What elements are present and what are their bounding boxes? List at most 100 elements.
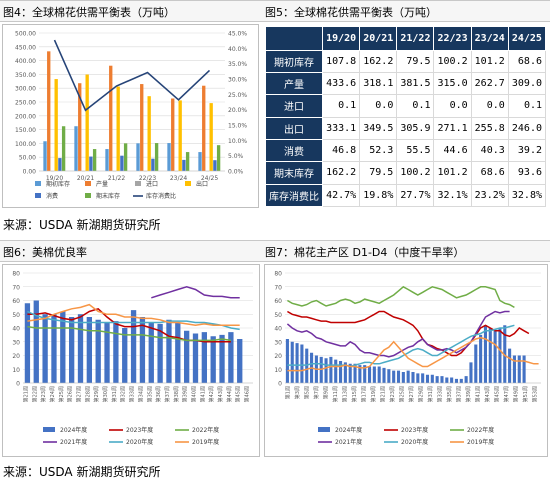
legend-label: 2023年度 bbox=[126, 426, 153, 434]
fig4-panel: 0.00 50.00 100.00 150.00 200.00 250.00 300.00 3… bbox=[2, 24, 259, 208]
caption-bar-top bbox=[0, 0, 550, 22]
y-tick-label: 350.00 bbox=[15, 72, 36, 79]
bar-产量 bbox=[47, 51, 51, 171]
y-tick-label: 450.00 bbox=[15, 44, 36, 51]
table-row: 期末库存 162.2 79.5 100.2 101.2 68.6 93.6 bbox=[264, 161, 547, 185]
x-tick-label: 第43周 bbox=[217, 386, 224, 402]
table-cell: 93.6 bbox=[507, 161, 547, 185]
legend-swatch bbox=[135, 181, 141, 186]
table-cell: 101.2 bbox=[433, 161, 472, 185]
bar-产量 bbox=[140, 84, 144, 171]
x-tick-label: 第49周 bbox=[512, 386, 519, 402]
x-tick-label: 第37周 bbox=[164, 386, 171, 402]
y2-tick-label: 20.0% bbox=[228, 107, 247, 114]
bar-2024年度 bbox=[479, 334, 483, 383]
bar-期末库存 bbox=[61, 126, 66, 171]
bar-2024年度 bbox=[329, 356, 333, 383]
bar-2024年度 bbox=[387, 369, 391, 383]
y2-tick-label: 15.0% bbox=[228, 123, 247, 130]
x-tick-label: 19/20 bbox=[46, 175, 63, 182]
x-tick-label: 第30周 bbox=[102, 386, 109, 402]
legend-label: 2021年度 bbox=[60, 438, 87, 446]
bar-2024年度 bbox=[285, 339, 289, 383]
y-tick-label: 70 bbox=[274, 284, 282, 291]
bar-消费 bbox=[58, 158, 62, 171]
fig4-caption: 图4：全球棉花供需平衡表（万吨） bbox=[3, 6, 175, 19]
bar-期末库存 bbox=[92, 149, 97, 171]
bar-2024年度 bbox=[130, 310, 137, 383]
bar-消费 bbox=[151, 158, 155, 171]
table-cell: 315.0 bbox=[433, 71, 472, 96]
bar-2024年度 bbox=[503, 325, 507, 383]
x-tick-label: 第1周 bbox=[285, 386, 292, 399]
bar-2024年度 bbox=[157, 323, 163, 383]
bar-2024年度 bbox=[77, 314, 84, 383]
bar-2024年度 bbox=[377, 366, 381, 383]
line-2023年度 bbox=[287, 310, 530, 357]
legend-swatch bbox=[85, 181, 91, 186]
y-tick-label: 200.00 bbox=[15, 113, 36, 120]
x-tick-label: 第33周 bbox=[129, 386, 136, 402]
y-tick-label: 40 bbox=[12, 326, 20, 333]
bar-期末库存 bbox=[185, 152, 190, 171]
line-stock-consumption-ratio bbox=[53, 39, 211, 112]
legend-swatch bbox=[318, 427, 330, 432]
legend-label: 2022年度 bbox=[192, 426, 219, 434]
x-tick-label: 第39周 bbox=[182, 386, 189, 402]
bar-2024年度 bbox=[122, 328, 128, 383]
y-tick-label: 10 bbox=[274, 367, 282, 374]
y2-tick-label: 45.0% bbox=[228, 31, 247, 38]
bar-2024年度 bbox=[425, 374, 430, 383]
x-tick-label: 第13周 bbox=[342, 386, 349, 402]
line-2022年度 bbox=[27, 325, 232, 342]
table-cell: 0.1 bbox=[507, 94, 547, 118]
bar-期初库存 bbox=[105, 149, 109, 171]
legend-label: 出口 bbox=[196, 180, 208, 188]
x-tick-label: 第31周 bbox=[111, 386, 118, 402]
x-tick-label: 第47周 bbox=[503, 386, 510, 402]
legend-label: 产量 bbox=[96, 180, 108, 188]
x-tick-label: 第27周 bbox=[76, 386, 83, 402]
table-cell: 42.7% bbox=[322, 183, 361, 208]
y-tick-label: 250.00 bbox=[15, 100, 36, 107]
bar-期初库存 bbox=[198, 152, 202, 171]
table-cell: 0.0 bbox=[433, 94, 472, 118]
bar-2024年度 bbox=[113, 321, 119, 383]
y-tick-label: 40 bbox=[274, 326, 282, 333]
bar-出口 bbox=[209, 103, 213, 171]
bar-2024年度 bbox=[295, 343, 299, 383]
bar-2024年度 bbox=[358, 365, 362, 383]
bar-2024年度 bbox=[95, 319, 101, 383]
x-tick-label: 第21周 bbox=[380, 386, 387, 402]
table-cell: 101.2 bbox=[470, 49, 509, 73]
x-tick-label: 第19周 bbox=[370, 386, 377, 402]
bar-2024年度 bbox=[139, 317, 146, 383]
x-tick-label: 第35周 bbox=[146, 386, 153, 402]
x-tick-label: 第53周 bbox=[531, 386, 538, 402]
table-col-header: 21/22 bbox=[396, 26, 435, 51]
bar-2024年度 bbox=[435, 376, 439, 383]
y2-tick-label: 5.0% bbox=[228, 153, 244, 160]
bar-2024年度 bbox=[474, 344, 478, 383]
bar-2024年度 bbox=[334, 359, 338, 383]
table-cell: 46.8 bbox=[322, 138, 361, 163]
legend-swatch bbox=[43, 427, 55, 432]
bar-产量 bbox=[78, 83, 82, 171]
table-row-label: 产量 bbox=[264, 71, 324, 96]
x-tick-label: 第23周 bbox=[40, 386, 47, 402]
bar-消费 bbox=[120, 155, 124, 171]
table-cell: 79.5 bbox=[359, 161, 398, 185]
line-2020年度 bbox=[287, 324, 515, 368]
bar-2024年度 bbox=[300, 344, 304, 383]
x-tick-label: 第38周 bbox=[173, 386, 180, 402]
x-tick-label: 第17周 bbox=[361, 386, 368, 402]
bar-2024年度 bbox=[201, 332, 207, 383]
bar-2024年度 bbox=[406, 370, 410, 383]
bar-2024年度 bbox=[382, 367, 386, 383]
bar-2024年度 bbox=[498, 328, 502, 383]
table-row-label: 库存消费比 bbox=[264, 183, 324, 208]
x-tick-label: 21/22 bbox=[108, 175, 125, 182]
bar-出口 bbox=[116, 86, 120, 171]
table-col-header: 22/23 bbox=[433, 26, 472, 51]
table-row-label: 出口 bbox=[264, 116, 324, 140]
